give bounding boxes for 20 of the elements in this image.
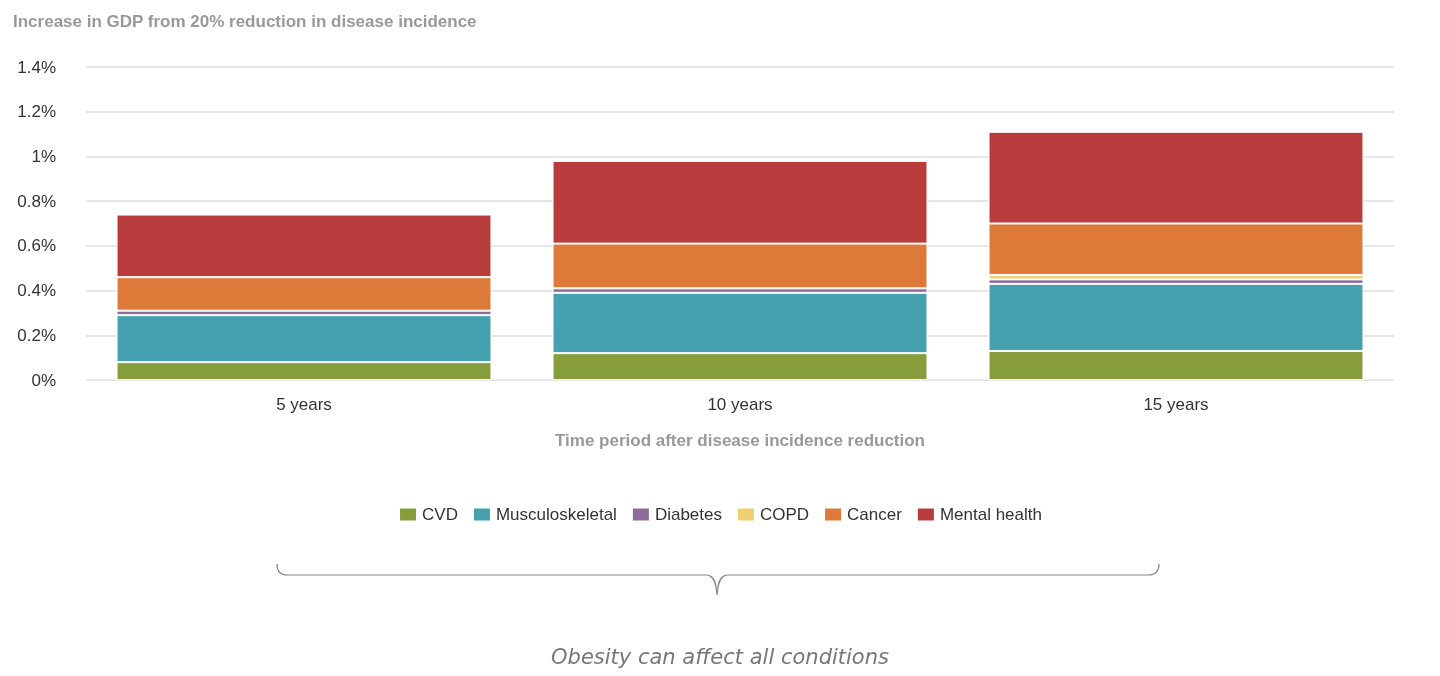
x-tick-label: 5 years [276, 395, 332, 414]
y-tick-label: 0.6% [17, 236, 56, 256]
x-axis-title: Time period after disease incidence reduction [554, 431, 926, 450]
y-tick-label: 0.8% [17, 191, 56, 211]
x-tick-label: 15 years [1143, 395, 1209, 414]
legend-label: COPD [759, 505, 810, 524]
legend-label: Musculoskeletal [495, 505, 617, 524]
legend-label: Diabetes [654, 505, 722, 524]
y-tick-label: 1% [31, 146, 56, 166]
y-tick-label: 1.2% [17, 102, 56, 122]
legend-label: CVD [422, 505, 458, 524]
text: Obesity can affect all conditions [551, 644, 890, 669]
legend-label: Cancer [847, 505, 903, 524]
chart-title: Increase in GDP from 20% reduction in disease incidence [13, 12, 477, 31]
y-tick-label: 0.4% [17, 281, 56, 301]
legend-label: Mental health [939, 505, 1042, 524]
y-tick-label: 0.2% [17, 325, 56, 345]
x-tick-label: 10 years [707, 395, 773, 414]
y-tick-label: 1.4% [17, 57, 56, 77]
y-tick-label: 0% [31, 370, 56, 390]
